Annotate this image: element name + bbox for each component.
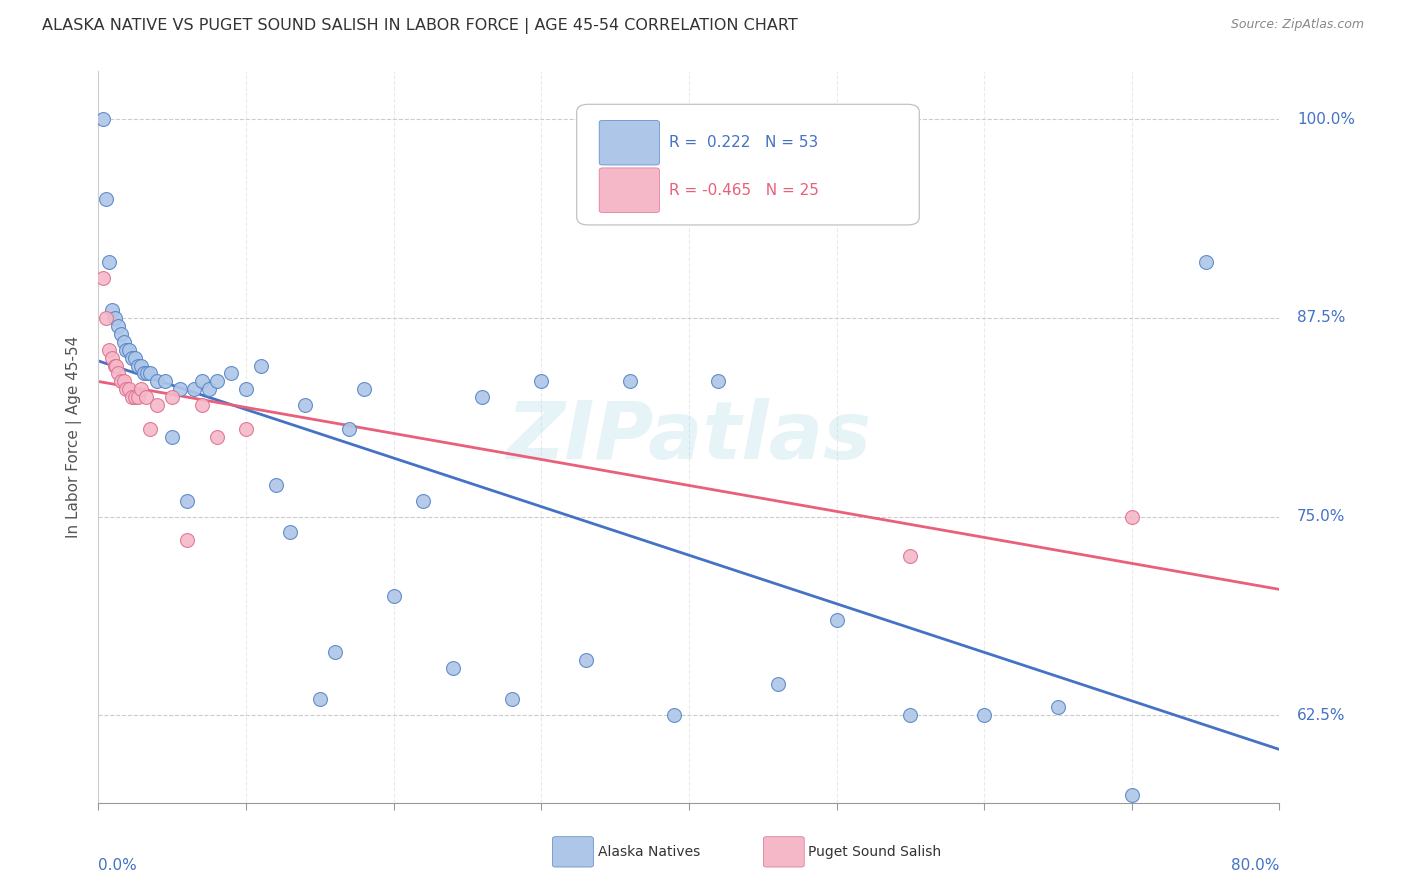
Text: 80.0%: 80.0% xyxy=(1232,858,1279,873)
Point xyxy=(205,375,228,389)
Point xyxy=(169,383,191,397)
Point xyxy=(136,367,159,381)
Point xyxy=(219,367,243,381)
Point xyxy=(97,255,120,269)
Point xyxy=(97,343,120,357)
Point xyxy=(115,343,138,357)
Text: 100.0%: 100.0% xyxy=(1298,112,1355,127)
Text: 87.5%: 87.5% xyxy=(1298,310,1346,326)
Point xyxy=(191,398,214,412)
Point xyxy=(127,390,149,404)
Point xyxy=(323,645,346,659)
Point xyxy=(153,375,176,389)
Text: ALASKA NATIVE VS PUGET SOUND SALISH IN LABOR FORCE | AGE 45-54 CORRELATION CHART: ALASKA NATIVE VS PUGET SOUND SALISH IN L… xyxy=(42,18,799,34)
Point xyxy=(107,367,129,381)
Point xyxy=(353,383,375,397)
Point xyxy=(278,525,302,540)
Point xyxy=(619,375,641,389)
Point xyxy=(94,310,117,325)
Point xyxy=(118,383,141,397)
Point xyxy=(162,390,183,404)
Point xyxy=(973,708,995,723)
Point xyxy=(104,310,127,325)
Point xyxy=(1121,509,1143,524)
Point xyxy=(127,359,149,373)
Point xyxy=(112,375,135,389)
Text: 62.5%: 62.5% xyxy=(1298,708,1346,723)
Point xyxy=(124,390,146,404)
Text: R =  0.222   N = 53: R = 0.222 N = 53 xyxy=(669,135,818,150)
Point xyxy=(139,422,162,436)
Point xyxy=(124,351,146,365)
Point xyxy=(105,359,128,373)
Point xyxy=(412,493,434,508)
Text: ZIPatlas: ZIPatlas xyxy=(506,398,872,476)
Point xyxy=(94,192,117,206)
Text: Source: ZipAtlas.com: Source: ZipAtlas.com xyxy=(1230,18,1364,31)
Point xyxy=(121,351,143,365)
Point xyxy=(250,359,273,373)
Point xyxy=(115,383,138,397)
Text: Puget Sound Salish: Puget Sound Salish xyxy=(808,845,942,859)
Point xyxy=(91,271,114,285)
Point xyxy=(139,367,162,381)
Point xyxy=(129,383,152,397)
Point xyxy=(382,589,405,603)
Point xyxy=(264,477,287,491)
Point xyxy=(198,383,221,397)
Text: 0.0%: 0.0% xyxy=(98,858,138,873)
Point xyxy=(235,383,257,397)
Point xyxy=(825,613,848,627)
FancyBboxPatch shape xyxy=(599,120,659,165)
Point xyxy=(134,367,156,381)
Point xyxy=(664,708,686,723)
Point xyxy=(337,422,360,436)
Point xyxy=(110,326,132,341)
FancyBboxPatch shape xyxy=(599,168,659,212)
Point xyxy=(1046,700,1069,714)
Point xyxy=(441,660,464,674)
Text: Alaska Natives: Alaska Natives xyxy=(598,845,700,859)
Point xyxy=(294,398,316,412)
Point xyxy=(309,692,332,706)
Point xyxy=(118,343,141,357)
Point xyxy=(176,493,198,508)
Point xyxy=(176,533,198,548)
Point xyxy=(91,112,114,126)
Point xyxy=(574,653,596,667)
Point xyxy=(471,390,494,404)
Point xyxy=(1195,255,1218,269)
Point xyxy=(1121,788,1143,802)
Point xyxy=(235,422,257,436)
Point xyxy=(112,334,135,349)
Point xyxy=(135,390,157,404)
Text: 75.0%: 75.0% xyxy=(1298,509,1346,524)
Point xyxy=(162,430,183,444)
Point xyxy=(530,375,553,389)
Point xyxy=(183,383,205,397)
Point xyxy=(205,430,228,444)
Point xyxy=(146,375,169,389)
Point xyxy=(707,375,730,389)
Point xyxy=(900,708,922,723)
Point xyxy=(107,318,129,333)
Point xyxy=(104,359,127,373)
Point xyxy=(900,549,922,564)
Point xyxy=(100,351,122,365)
Text: R = -0.465   N = 25: R = -0.465 N = 25 xyxy=(669,183,818,198)
Point xyxy=(129,359,152,373)
Point xyxy=(110,375,132,389)
FancyBboxPatch shape xyxy=(576,104,920,225)
Point xyxy=(121,390,143,404)
Point xyxy=(146,398,169,412)
Y-axis label: In Labor Force | Age 45-54: In Labor Force | Age 45-54 xyxy=(66,336,83,538)
Point xyxy=(100,302,122,317)
Point xyxy=(191,375,214,389)
Point xyxy=(501,692,523,706)
Point xyxy=(766,676,789,690)
